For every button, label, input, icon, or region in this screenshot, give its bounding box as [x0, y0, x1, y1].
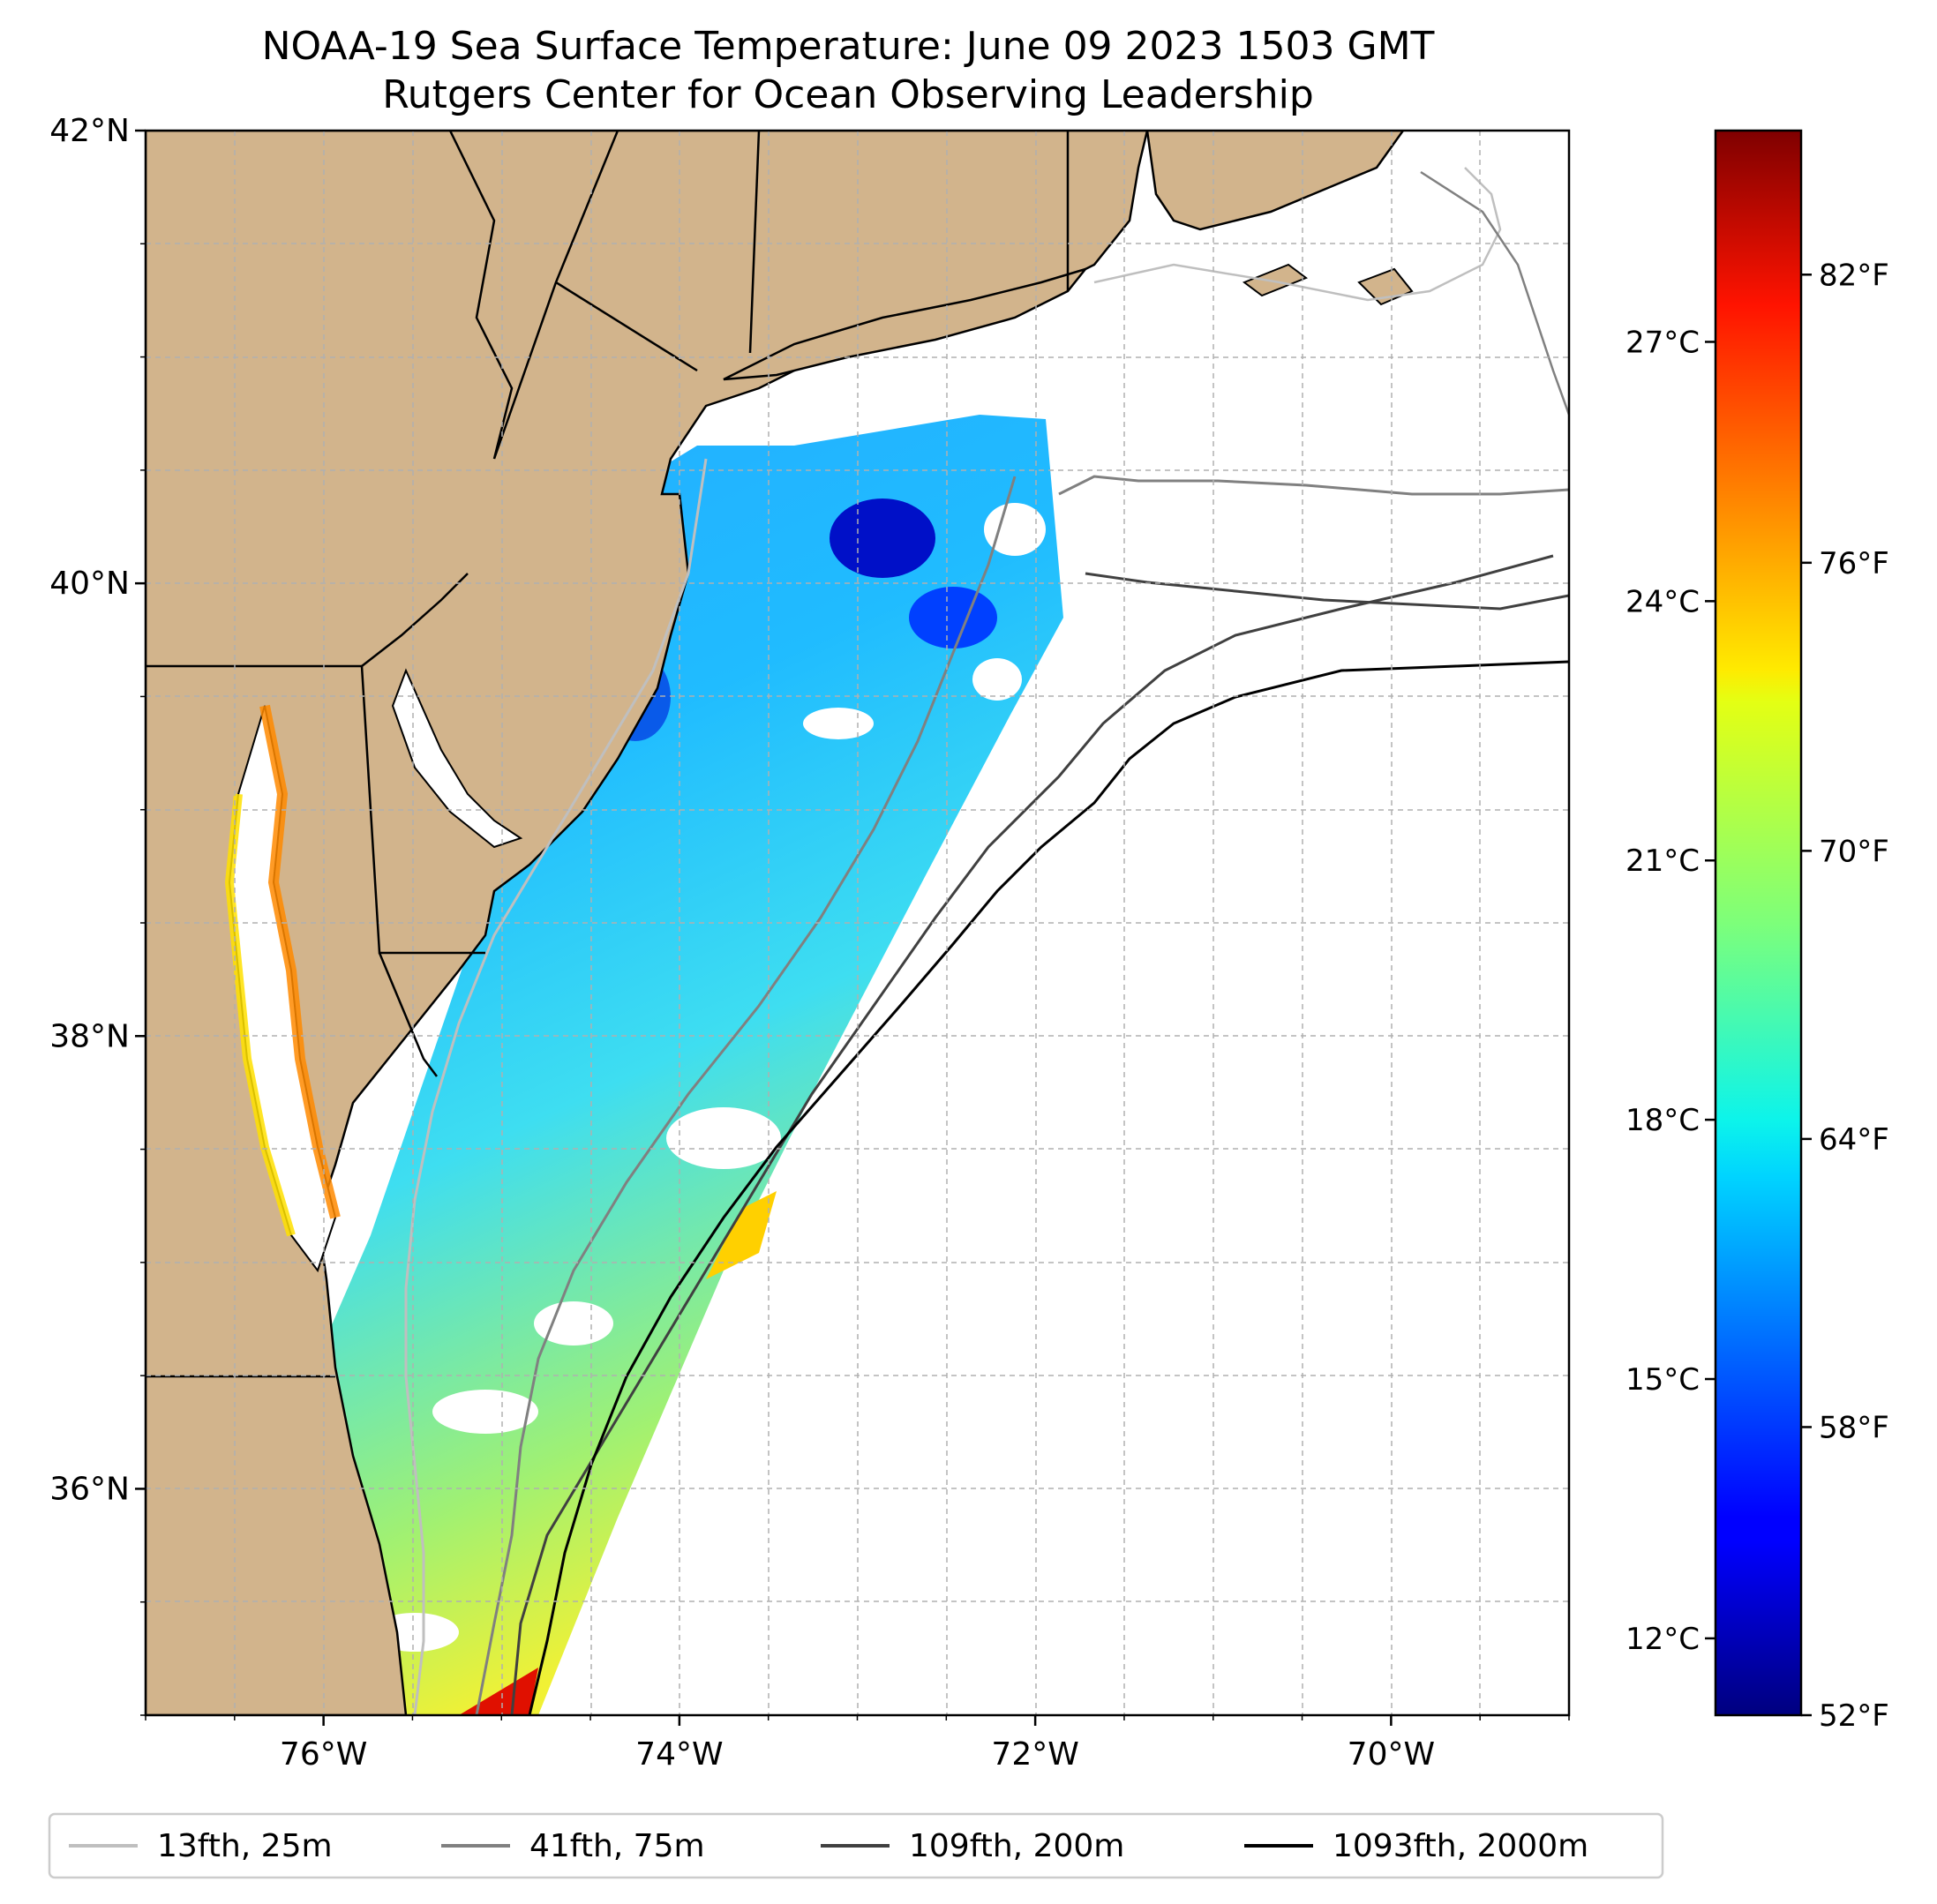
lon-tick-label: 76°W: [280, 1736, 367, 1773]
lon-tick-label: 72°W: [991, 1736, 1078, 1773]
celsius-tick-label: 21°C: [1625, 843, 1700, 879]
celsius-tick-label: 18°C: [1625, 1103, 1700, 1138]
land-island: [1242, 263, 1309, 297]
legend-label: 109fth, 200m: [909, 1828, 1124, 1864]
colorbar-ramp: [1714, 129, 1803, 1717]
bay-temperature-fringe: [224, 793, 296, 1237]
lat-tick-label: 42°N: [49, 113, 130, 149]
bay-temperature-fringe: [259, 704, 341, 1219]
isobath-200m-north: [1085, 572, 1569, 611]
latitude-axis: 42°N 40°N 38°N 36°N: [49, 113, 146, 1716]
map-subtitle: Rutgers Center for Ocean Observing Leade…: [382, 72, 1314, 117]
isobath-75m: [475, 476, 1017, 1715]
legend-label: 13fth, 25m: [157, 1828, 333, 1864]
map-title: NOAA-19 Sea Surface Temperature: June 09…: [262, 24, 1435, 69]
sst-swath: [221, 415, 1063, 1715]
lat-tick-label: 40°N: [49, 566, 130, 602]
warm-coastal-patch: [706, 1191, 777, 1279]
isobath-25m: [404, 458, 708, 1715]
colorbar-fahrenheit-ticks: 82°F 76°F 70°F 64°F 58°F 52°F: [1801, 258, 1889, 1734]
lon-tick-label: 74°W: [635, 1736, 723, 1773]
isobath-75m-gulf: [1420, 170, 1569, 416]
delaware-bay: [391, 668, 523, 849]
colorbar-celsius-ticks: 27°C 24°C 21°C 18°C 15°C 12°C: [1625, 325, 1716, 1657]
fahrenheit-tick-label: 52°F: [1819, 1698, 1889, 1734]
cloud-gap: [666, 1107, 781, 1169]
lat-tick-label: 36°N: [49, 1471, 130, 1507]
cloud-gap: [432, 1390, 538, 1434]
fahrenheit-tick-label: 64°F: [1819, 1122, 1889, 1158]
longitude-axis: 76°W 74°W 72°W 70°W: [145, 1715, 1570, 1773]
cold-patch: [909, 587, 997, 648]
colorbar: 27°C 24°C 21°C 18°C 15°C 12°C 82°F 76°F 70°F 64°…: [1625, 129, 1889, 1734]
cloud-gap: [972, 658, 1022, 701]
graticule: [146, 131, 1569, 1715]
fahrenheit-tick-label: 70°F: [1819, 834, 1889, 869]
legend-label: 1093fth, 2000m: [1333, 1828, 1588, 1864]
cloud-gap: [984, 503, 1046, 556]
fahrenheit-tick-label: 82°F: [1819, 258, 1889, 293]
cloud-gap: [534, 1301, 613, 1346]
celsius-tick-label: 27°C: [1625, 325, 1700, 360]
land-cape-cod: [1145, 131, 1405, 231]
isobath-legend: 13fth, 25m 41fth, 75m 109fth, 200m 1093fth,…: [48, 1812, 1664, 1879]
land-long-island: [723, 266, 1089, 381]
celsius-tick-label: 12°C: [1625, 1622, 1700, 1657]
fahrenheit-tick-label: 76°F: [1819, 546, 1889, 581]
lon-tick-label: 70°W: [1348, 1736, 1435, 1773]
map-plot-area: [146, 131, 1569, 1715]
fahrenheit-tick-label: 58°F: [1819, 1410, 1889, 1445]
isobath-75m-north: [1058, 475, 1569, 496]
celsius-tick-label: 24°C: [1625, 584, 1700, 619]
celsius-tick-label: 15°C: [1625, 1362, 1700, 1398]
isobath-2000m: [528, 660, 1569, 1715]
cold-patch: [830, 498, 935, 578]
isobath-25m-north: [1093, 167, 1502, 302]
cloud-gap: [803, 708, 874, 739]
legend-label: 41fth, 75m: [529, 1828, 705, 1864]
lat-tick-label: 38°N: [49, 1018, 130, 1054]
